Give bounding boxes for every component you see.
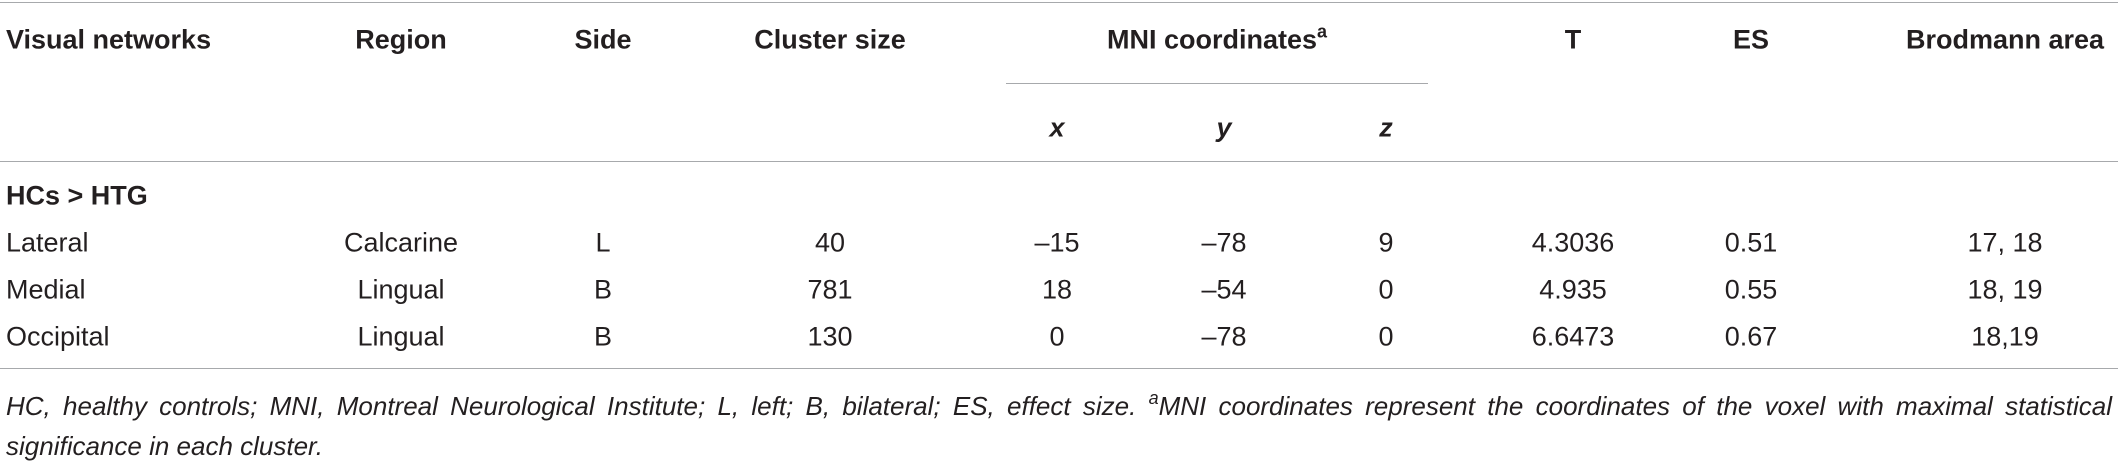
cell: Occipital [6, 321, 110, 352]
cell: 0 [1049, 321, 1065, 352]
footnote: HC, healthy controls; MNI, Montreal Neur… [6, 386, 2112, 466]
cell: 6.6473 [1531, 321, 1615, 352]
footnote-text: HC, healthy controls; MNI, Montreal Neur… [6, 391, 1137, 421]
cell: Calcarine [343, 227, 459, 258]
cell: 17, 18 [1967, 227, 2043, 258]
column-header: Visual networks [6, 24, 212, 55]
column-header: ES [1732, 24, 1770, 55]
cell: Lateral [6, 227, 89, 258]
cell: 18, 19 [1967, 274, 2043, 305]
bottom-rule [0, 368, 2118, 369]
cell: –78 [1201, 321, 1247, 352]
cell: Lingual [357, 321, 445, 352]
cell: 4.935 [1539, 274, 1607, 305]
cell: –15 [1034, 227, 1080, 258]
section-label: HCs > HTG [6, 180, 148, 211]
cell: 0.67 [1724, 321, 1778, 352]
footnote-note: MNI coordinates represent the coordinate… [6, 391, 2112, 461]
footnote-mark: a [1148, 388, 1159, 408]
column-header: T [1564, 24, 1582, 55]
cell: B [593, 274, 613, 305]
cell: 4.3036 [1531, 227, 1615, 258]
mni-rule [1006, 83, 1428, 84]
cell: 0 [1378, 274, 1394, 305]
column-header: Region [355, 24, 447, 55]
column-header: Side [574, 24, 632, 55]
column-header: Cluster size [754, 24, 906, 55]
cell: –78 [1201, 227, 1247, 258]
cell: 130 [807, 321, 853, 352]
subcolumn-header: y [1216, 112, 1232, 143]
cell: 0 [1378, 321, 1394, 352]
cell: 9 [1378, 227, 1394, 258]
cell: 0.55 [1724, 274, 1778, 305]
mni-mark: a [1317, 21, 1328, 42]
cell: 18,19 [1971, 321, 2039, 352]
cell: Lingual [357, 274, 445, 305]
cell: L [595, 227, 611, 258]
cell: 18 [1041, 274, 1073, 305]
cell: –54 [1201, 274, 1247, 305]
top-rule [0, 2, 2118, 3]
column-header: MNI coordinatesa [1106, 21, 1328, 55]
header-rule [0, 161, 2118, 162]
cell: Medial [6, 274, 86, 305]
cell: 40 [814, 227, 846, 258]
subcolumn-header: z [1379, 112, 1393, 143]
cell: 781 [807, 274, 853, 305]
cell: B [593, 321, 613, 352]
cell: 0.51 [1724, 227, 1778, 258]
subcolumn-header: x [1049, 112, 1065, 143]
column-header: Brodmann area [1905, 24, 2105, 55]
